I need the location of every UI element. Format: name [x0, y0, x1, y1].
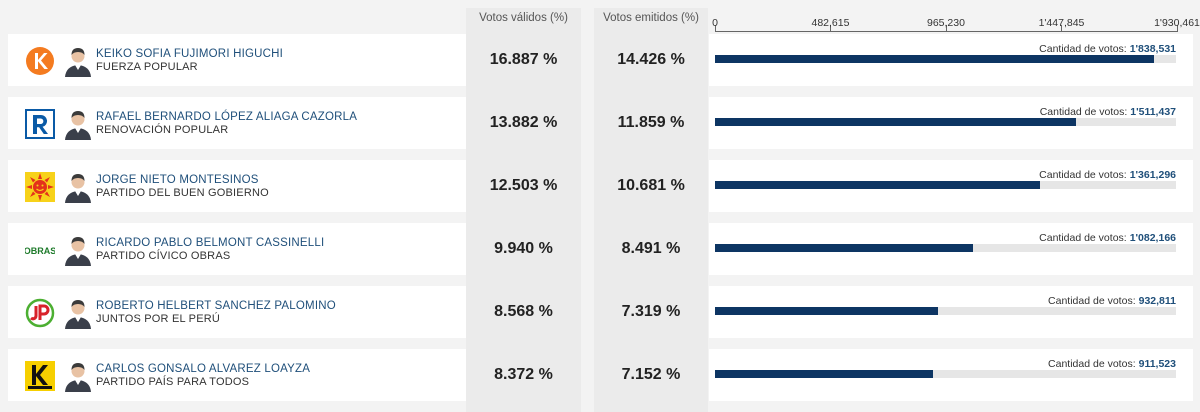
votes-axis: 0 482,615 965,230 1'447,845 1'930,461	[712, 16, 1200, 32]
row-background	[8, 97, 466, 149]
votes-count: 1'361,296	[1129, 169, 1176, 181]
emitted-votes-header: Votos emitidos (%)	[603, 12, 699, 24]
party-name: PARTIDO DEL BUEN GOBIERNO	[96, 187, 269, 199]
row-background	[8, 34, 466, 86]
renovacion-popular-logo-icon	[25, 109, 55, 139]
vote-bar	[715, 181, 1041, 189]
votes-caption: Cantidad de votos:	[1039, 106, 1128, 118]
candidate-name[interactable]: CARLOS GONSALO ALVAREZ LOAYZA	[96, 363, 311, 375]
candidate-name[interactable]: KEIKO SOFIA FUJIMORI HIGUCHI	[96, 48, 284, 60]
votes-count: 932,811	[1138, 295, 1176, 307]
vote-bar	[715, 55, 1155, 63]
row-background	[8, 286, 466, 338]
row-background	[8, 349, 466, 401]
party-name: PARTIDO PAÍS PARA TODOS	[96, 376, 250, 388]
vote-bar	[715, 118, 1076, 126]
valid-votes-pct: 16.887 %	[489, 51, 558, 68]
vote-bar-track	[715, 244, 1176, 252]
vote-bar	[715, 244, 974, 252]
candidate-name[interactable]: JORGE NIETO MONTESINOS	[96, 174, 259, 186]
emitted-votes-pct: 11.859 %	[617, 114, 685, 131]
candidate-row[interactable]: CARLOS GONSALO ALVAREZ LOAYZA PARTIDO PAÍ…	[8, 349, 1193, 401]
axis-tick	[1061, 25, 1063, 32]
vote-bar	[715, 307, 938, 315]
candidate-row[interactable]: KEIKO SOFIA FUJIMORI HIGUCHI FUERZA POPUL…	[8, 34, 1193, 86]
candidate-photo-icon	[63, 297, 93, 329]
votes-count-label: Cantidad de votos: 1'361,296	[1039, 169, 1176, 181]
candidate-name[interactable]: RICARDO PABLO BELMONT CASSINELLI	[96, 237, 325, 249]
candidate-name[interactable]: ROBERTO HELBERT SANCHEZ PALOMINO	[96, 300, 336, 312]
emitted-votes-column-shade	[594, 8, 708, 412]
votes-count: 911,523	[1138, 358, 1176, 370]
vote-bar-track	[715, 307, 1176, 315]
vote-bar	[715, 370, 933, 378]
axis-tick-label: 0	[712, 17, 718, 29]
valid-votes-pct: 8.568 %	[494, 303, 553, 320]
votes-caption: Cantidad de votos:	[1039, 169, 1127, 181]
votes-count-label: Cantidad de votos: 1'511,437	[1040, 106, 1176, 118]
party-name: JUNTOS POR EL PERÚ	[96, 313, 221, 325]
valid-votes-pct: 8.372 %	[494, 366, 553, 383]
emitted-votes-pct: 7.152 %	[621, 366, 681, 383]
valid-votes-pct: 12.503 %	[489, 177, 558, 194]
buen-gobierno-sun-logo-icon	[25, 172, 55, 202]
axis-tick	[1177, 25, 1178, 32]
emitted-votes-pct: 8.491 %	[621, 240, 681, 257]
votes-count: 1'082,166	[1129, 232, 1176, 244]
candidate-row[interactable]: OBRAS RICARDO PABLO BELMONT CASSINELLI PAR…	[8, 223, 1193, 275]
results-header: Votos válidos (%) Votos emitidos (%) 0 48…	[0, 8, 1200, 32]
valid-votes-pct: 9.940 %	[494, 240, 553, 257]
candidate-photo-icon	[63, 360, 93, 392]
votes-caption: Cantidad de votos:	[1048, 295, 1136, 307]
candidate-name[interactable]: RAFAEL BERNARDO LÓPEZ ALIAGA CAZORLA	[96, 111, 358, 123]
axis-tick-label: 482,615	[811, 17, 850, 29]
votes-count: 1'511,437	[1130, 106, 1176, 118]
votes-caption: Cantidad de votos:	[1048, 358, 1136, 370]
candidate-row[interactable]: JORGE NIETO MONTESINOS PARTIDO DEL BUEN G…	[8, 160, 1193, 212]
axis-tick-label: 965,230	[927, 17, 965, 29]
party-name: RENOVACIÓN POPULAR	[96, 124, 229, 136]
axis-tick-label: 1'930,461	[1154, 17, 1200, 29]
axis-tick-label: 1'447,845	[1038, 17, 1085, 29]
emitted-votes-pct: 10.681 %	[617, 177, 685, 194]
valid-votes-pct: 13.882 %	[489, 114, 558, 131]
row-background	[8, 160, 466, 212]
votes-caption: Cantidad de votos:	[1039, 232, 1127, 244]
obras-logo-icon: OBRAS	[24, 235, 57, 265]
emitted-votes-pct: 14.426 %	[617, 51, 685, 68]
vote-bar-track	[715, 55, 1176, 63]
candidate-photo-icon	[63, 45, 93, 77]
axis-tick	[830, 25, 832, 32]
juntos-por-el-peru-logo-icon	[25, 298, 55, 328]
row-background	[8, 223, 466, 275]
candidate-photo-icon	[63, 171, 93, 203]
party-name: FUERZA POPULAR	[96, 61, 198, 73]
votes-count: 1'838,531	[1129, 43, 1176, 55]
vote-bar-track	[715, 370, 1176, 378]
svg-text:OBRAS: OBRAS	[25, 246, 55, 256]
votes-count-label: Cantidad de votos: 1'082,166	[1039, 232, 1176, 244]
votes-count-label: Cantidad de votos: 1'838,531	[1039, 43, 1176, 55]
axis-tick	[945, 25, 947, 32]
vote-bar-track	[715, 118, 1176, 126]
candidate-row[interactable]: ROBERTO HELBERT SANCHEZ PALOMINO JUNTOS P…	[8, 286, 1193, 338]
votes-caption: Cantidad de votos:	[1039, 43, 1127, 55]
votes-count-label: Cantidad de votos: 932,811	[1048, 295, 1176, 307]
fuerza-popular-logo-icon	[25, 46, 55, 76]
axis-tick	[715, 25, 716, 32]
emitted-votes-pct: 7.319 %	[621, 303, 681, 320]
candidate-photo-icon	[63, 234, 93, 266]
candidate-row[interactable]: RAFAEL BERNARDO LÓPEZ ALIAGA CAZORLA RENO…	[8, 97, 1193, 149]
party-name: PARTIDO CÍVICO OBRAS	[96, 250, 231, 262]
valid-votes-column-shade	[466, 8, 581, 412]
valid-votes-header: Votos válidos (%)	[479, 12, 568, 24]
vote-bar-track	[715, 181, 1176, 189]
pais-para-todos-logo-icon	[25, 361, 55, 391]
votes-count-label: Cantidad de votos: 911,523	[1048, 358, 1176, 370]
candidate-photo-icon	[63, 108, 93, 140]
